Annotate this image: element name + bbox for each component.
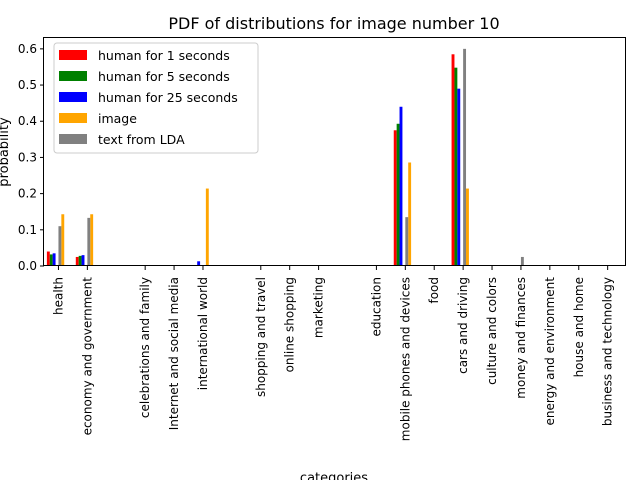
bar-0-11 <box>451 54 455 267</box>
x-tick-label: marketing <box>312 277 326 338</box>
bar-3-11 <box>466 188 469 266</box>
y-tick-label: 0.2 <box>18 187 37 201</box>
bar-0-9 <box>393 130 397 266</box>
legend-swatch <box>59 134 87 144</box>
bar-4-13 <box>520 256 524 266</box>
bar-3-4 <box>205 188 209 266</box>
x-tick-label: house and home <box>572 277 586 377</box>
y-tick-label: 0.0 <box>18 259 37 273</box>
x-axis-label: categories <box>300 471 368 480</box>
y-tick-label: 0.3 <box>18 150 37 164</box>
chart-title: PDF of distributions for image number 10 <box>168 14 499 33</box>
bar-1-1 <box>78 255 82 266</box>
legend-swatch <box>59 71 87 81</box>
y-tick-label: 0.5 <box>18 78 37 92</box>
bar-2-4 <box>197 261 201 266</box>
bar-1-11 <box>454 67 458 266</box>
bar-4-1 <box>87 217 91 266</box>
bar-4-9 <box>405 217 409 266</box>
y-tick-label: 0.6 <box>18 42 37 56</box>
y-tick-label: 0.1 <box>18 223 37 237</box>
x-tick-label: food <box>427 277 441 304</box>
bar-3-9 <box>408 162 412 266</box>
legend-label: human for 5 seconds <box>98 69 230 84</box>
x-tick-label: online shopping <box>283 277 297 372</box>
x-tick-label: culture and colors <box>485 277 499 385</box>
legend-swatch <box>59 113 87 123</box>
y-axis: 0.0 0.1 0.2 0.3 0.4 0.5 0.6 <box>18 42 44 273</box>
bar-4-11 <box>463 48 467 266</box>
legend-label: human for 1 seconds <box>98 48 230 63</box>
bar-1-0 <box>49 254 53 266</box>
x-tick-label: cars and driving <box>456 277 470 374</box>
x-tick-label: business and technology <box>601 277 615 426</box>
x-tick-label: health <box>51 277 65 315</box>
bar-0-0 <box>46 251 50 266</box>
x-tick-label: energy and environment <box>543 277 557 426</box>
legend-swatch <box>59 50 87 60</box>
x-tick-label: shopping and travel <box>254 277 268 397</box>
bar-2-0 <box>52 253 56 266</box>
legend-label: text from LDA <box>98 132 185 147</box>
bar-3-1 <box>90 214 94 266</box>
x-axis: health economy and government celebrations… <box>51 266 615 441</box>
x-tick-label: Internet and social media <box>167 277 181 430</box>
legend-frame <box>53 42 259 154</box>
bar-2-1 <box>81 255 85 266</box>
x-tick-label: money and finances <box>514 277 528 399</box>
bar-2-11 <box>457 88 461 267</box>
x-tick-label: celebrations and family <box>138 277 152 418</box>
bar-4-0 <box>58 226 62 266</box>
legend: human for 1 seconds human for 5 seconds hu… <box>53 42 259 154</box>
y-tick-label: 0.4 <box>18 114 37 128</box>
legend-label: image <box>98 111 137 126</box>
x-tick-label: mobile phones and devices <box>398 277 412 441</box>
bar-0-1 <box>75 256 79 266</box>
legend-label: human for 25 seconds <box>98 90 238 105</box>
x-tick-label: education <box>369 277 383 337</box>
y-axis-label: probability <box>0 117 12 187</box>
plot-frame <box>43 37 626 266</box>
legend-swatch <box>59 92 87 102</box>
x-tick-label: international world <box>196 277 210 390</box>
bar-2-9 <box>399 106 403 266</box>
bar-3-0 <box>61 214 65 266</box>
x-tick-label: economy and government <box>80 277 94 436</box>
bar-1-9 <box>396 123 400 267</box>
bars-layer <box>46 48 524 267</box>
